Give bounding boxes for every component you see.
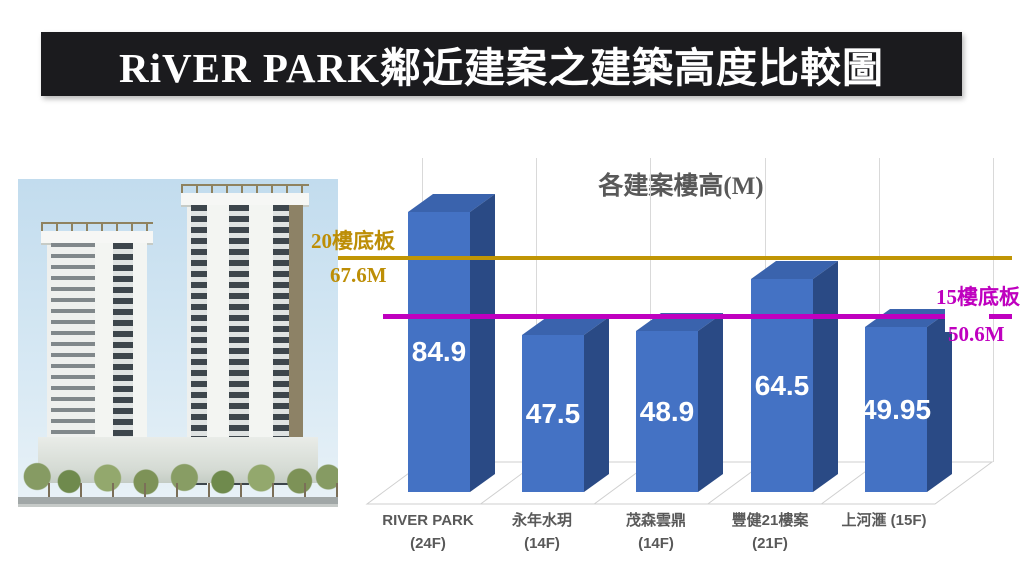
category-label: 永年水玥 (14F) [472,509,612,555]
facade-column [95,243,113,483]
facade-edge [289,205,303,485]
bar-value-label: 84.9 [411,336,467,367]
chart-title: 各建案樓高(M) [598,173,764,200]
category-name: 永年水玥 [511,512,572,529]
title-bar: RiVER PARK鄰近建案之建築高度比較圖 [41,32,962,96]
bar: 49.95 [861,327,931,492]
category-name: 茂森雲鼎 [625,512,686,529]
building-right-tower [181,184,309,485]
bar-value-label: 48.9 [639,395,695,427]
window-strip [229,205,249,485]
ground-strip-light [18,504,338,507]
wall-gridline [536,158,537,462]
bar-side-face [927,309,952,492]
bar-value-label: 64.5 [754,369,810,401]
roof-pergola [181,184,309,195]
category-floors: (14F) [524,535,560,552]
bar-value-label: 49.95 [860,393,932,425]
bar-side-face [813,261,838,492]
bar: 48.9 [636,331,698,492]
wall-gridline [993,158,994,462]
bar-top-face [751,261,838,279]
category-label: 茂森雲鼎 (14F) [586,509,726,555]
bar-side-face [698,313,723,492]
window-strip [273,205,289,485]
ref-line-20f-label: 20樓底板 [311,229,395,253]
facade-column [133,243,147,483]
wall-gridline [879,158,880,462]
roof-pergola [41,222,153,233]
tree-trunks [18,483,338,497]
window-strip [191,205,207,485]
reference-line-20f [338,256,1012,260]
label-backdrop [945,296,989,332]
wall-gridline [650,158,651,462]
bar: 47.5 [522,335,584,492]
category-name: RIVER PARK [382,512,474,529]
bar-top-face [408,194,495,212]
ref-line-15f-label: 15樓底板 [936,285,1020,309]
window-strip [113,243,133,483]
category-name: 豐健21樓案 [731,512,809,529]
facade-column [207,205,229,485]
page-title: RiVER PARK鄰近建案之建築高度比較圖 [119,45,884,91]
bar-side-face [584,317,609,492]
ground-strip [18,497,338,504]
bar: 84.9 [408,212,470,492]
category-floors: (24F) [410,535,446,552]
reference-line-15f [383,314,1012,319]
category-label: RIVER PARK (24F) [358,509,498,555]
ref-line-20f-value: 67.6M [330,263,387,287]
ref-line-15f-value: 50.6M [948,322,1005,346]
category-label: 豐健21樓案 (21F) [700,509,840,555]
category-floors: (14F) [638,535,674,552]
bar-value-label: 47.5 [525,397,581,429]
category-name: 上河滙 (15F) [841,512,927,529]
category-floors: (21F) [752,535,788,552]
bar-top-face [522,317,609,335]
category-label: 上河滙 (15F) [814,509,954,532]
bar: 64.5 [751,279,813,492]
building-rendering-image [18,179,338,507]
bar-side-face [470,194,495,492]
